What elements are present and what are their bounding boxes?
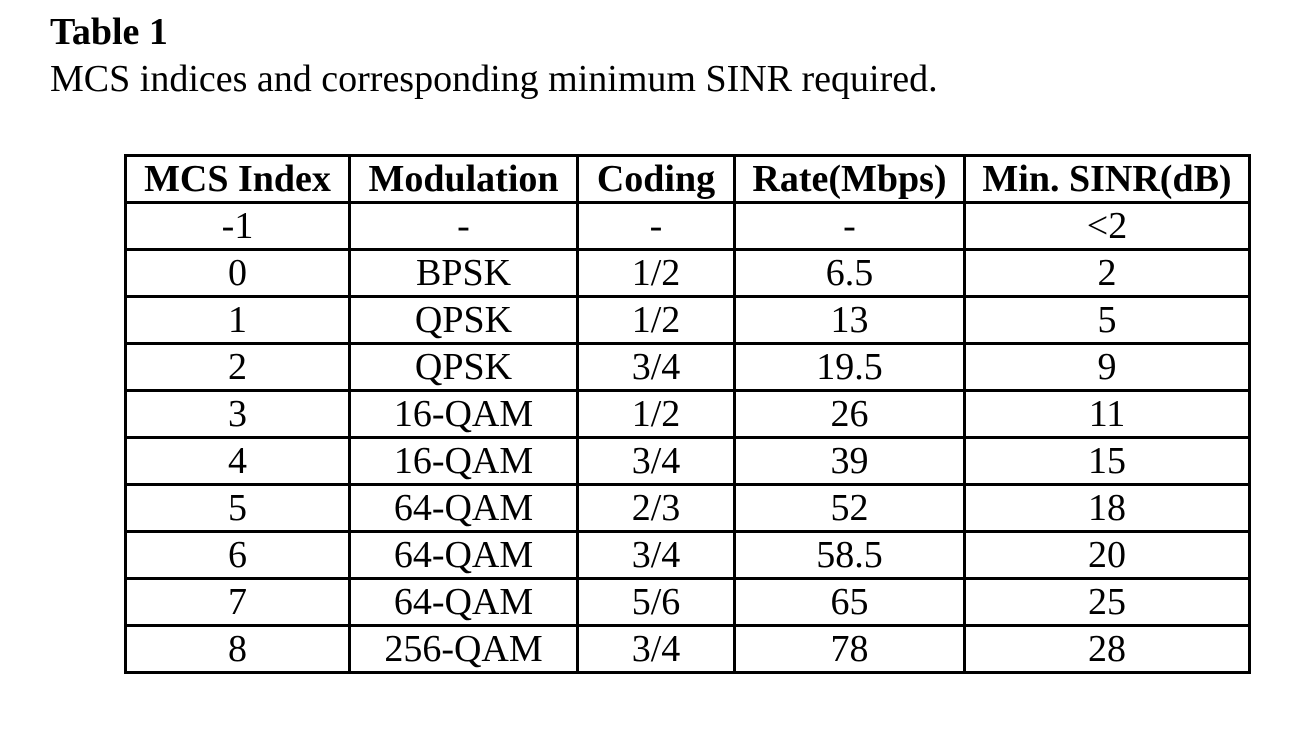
cell-rate: 26	[733, 389, 966, 439]
cell-mcs-index: -1	[124, 201, 351, 251]
cell-mcs-index: 4	[124, 436, 351, 486]
header-mcs-index: MCS Index	[124, 154, 351, 204]
header-min-sinr: Min. SINR(dB)	[963, 154, 1251, 204]
table-caption-text: MCS indices and corresponding minimum SI…	[50, 58, 938, 100]
cell-min-sinr: 11	[963, 389, 1251, 439]
cell-mcs-index: 0	[124, 248, 351, 298]
table-row: 0 BPSK 1/2 6.5 2	[124, 248, 1251, 298]
table-row: 4 16-QAM 3/4 39 15	[124, 436, 1251, 486]
header-coding: Coding	[576, 154, 736, 204]
cell-rate: 78	[733, 624, 966, 674]
cell-modulation: -	[348, 201, 579, 251]
table-row: 6 64-QAM 3/4 58.5 20	[124, 530, 1251, 580]
table-row: 2 QPSK 3/4 19.5 9	[124, 342, 1251, 392]
cell-mcs-index: 3	[124, 389, 351, 439]
table-row: 3 16-QAM 1/2 26 11	[124, 389, 1251, 439]
cell-mcs-index: 8	[124, 624, 351, 674]
mcs-table: MCS Index Modulation Coding Rate(Mbps) M…	[124, 154, 1251, 674]
table-row: 5 64-QAM 2/3 52 18	[124, 483, 1251, 533]
cell-rate: 39	[733, 436, 966, 486]
cell-min-sinr: <2	[963, 201, 1251, 251]
cell-mcs-index: 2	[124, 342, 351, 392]
cell-mcs-index: 1	[124, 295, 351, 345]
cell-min-sinr: 2	[963, 248, 1251, 298]
table-label: Table 1	[50, 11, 168, 53]
cell-coding: 3/4	[576, 342, 736, 392]
cell-coding: 3/4	[576, 624, 736, 674]
cell-mcs-index: 7	[124, 577, 351, 627]
cell-min-sinr: 28	[963, 624, 1251, 674]
cell-coding: 1/2	[576, 248, 736, 298]
cell-rate: -	[733, 201, 966, 251]
cell-modulation: 256-QAM	[348, 624, 579, 674]
cell-min-sinr: 9	[963, 342, 1251, 392]
table-body: -1- - - <2 0 BPSK 1/2 6.5 2 1 QPSK 1/2 13 5 2 QPSK 3/4 19…	[124, 201, 1251, 674]
cell-min-sinr: 20	[963, 530, 1251, 580]
cell-rate: 13	[733, 295, 966, 345]
cell-mcs-index: 5	[124, 483, 351, 533]
cell-coding: 1/2	[576, 389, 736, 439]
table-row: -1- - - <2	[124, 201, 1251, 251]
table-row: 1 QPSK 1/2 13 5	[124, 295, 1251, 345]
cell-modulation: QPSK	[348, 295, 579, 345]
cell-mcs-index: 6	[124, 530, 351, 580]
cell-coding: 1/2	[576, 295, 736, 345]
cell-coding: 5/6	[576, 577, 736, 627]
cell-rate: 52	[733, 483, 966, 533]
header-modulation: Modulation	[348, 154, 579, 204]
header-rate: Rate(Mbps)	[733, 154, 966, 204]
cell-modulation: 16-QAM	[348, 436, 579, 486]
cell-modulation: 64-QAM	[348, 577, 579, 627]
cell-modulation: 16-QAM	[348, 389, 579, 439]
cell-rate: 58.5	[733, 530, 966, 580]
cell-coding: 3/4	[576, 436, 736, 486]
cell-rate: 6.5	[733, 248, 966, 298]
cell-min-sinr: 18	[963, 483, 1251, 533]
table-header-row: MCS Index Modulation Coding Rate(Mbps) M…	[124, 154, 1251, 204]
cell-modulation: QPSK	[348, 342, 579, 392]
cell-rate: 65	[733, 577, 966, 627]
cell-modulation: 64-QAM	[348, 530, 579, 580]
cell-rate: 19.5	[733, 342, 966, 392]
cell-modulation: BPSK	[348, 248, 579, 298]
cell-coding: 3/4	[576, 530, 736, 580]
cell-min-sinr: 15	[963, 436, 1251, 486]
cell-modulation: 64-QAM	[348, 483, 579, 533]
cell-min-sinr: 25	[963, 577, 1251, 627]
table-row: 7 64-QAM 5/6 65 25	[124, 577, 1251, 627]
cell-coding: 2/3	[576, 483, 736, 533]
cell-min-sinr: 5	[963, 295, 1251, 345]
cell-coding: -	[576, 201, 736, 251]
table-row: 8 256-QAM 3/4 78 28	[124, 624, 1251, 674]
